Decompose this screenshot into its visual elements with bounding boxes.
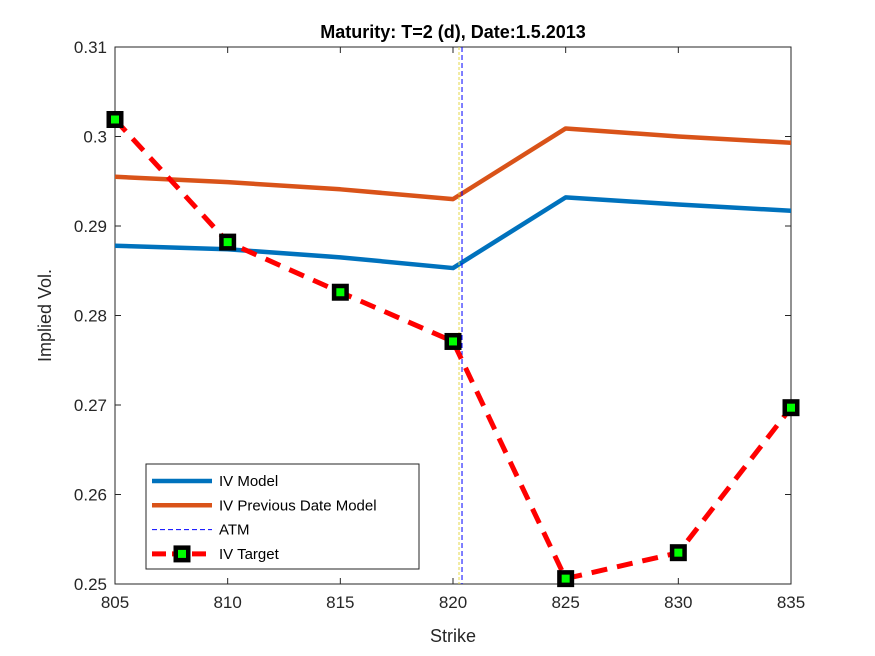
y-tick-label: 0.25 bbox=[74, 575, 107, 594]
y-axis-label: Implied Vol. bbox=[35, 269, 55, 362]
y-tick-label: 0.28 bbox=[74, 307, 107, 326]
target-marker-fill bbox=[223, 238, 232, 247]
target-marker-fill bbox=[787, 403, 795, 412]
x-tick-label: 825 bbox=[551, 593, 579, 612]
x-axis-label: Strike bbox=[430, 626, 476, 646]
target-marker-fill bbox=[561, 574, 570, 583]
x-tick-label: 805 bbox=[101, 593, 129, 612]
legend-box bbox=[145, 463, 420, 570]
legend-marker-fill bbox=[178, 549, 186, 558]
legend-label: ATM bbox=[219, 522, 250, 539]
target-marker-fill bbox=[336, 288, 345, 297]
x-tick-label: 820 bbox=[439, 593, 467, 612]
target-marker-fill bbox=[449, 337, 457, 346]
chart-title: Maturity: T=2 (d), Date:1.5.2013 bbox=[320, 22, 586, 42]
x-tick-label: 810 bbox=[213, 593, 241, 612]
y-tick-label: 0.31 bbox=[74, 38, 107, 57]
legend-label: IV Target bbox=[219, 546, 280, 563]
x-tick-label: 830 bbox=[664, 593, 692, 612]
target-marker-fill bbox=[674, 548, 683, 557]
series-line-0 bbox=[115, 195, 791, 271]
legend: IV Model IV Previous Date Model ATM IV Targ… bbox=[145, 463, 420, 570]
y-tick-label: 0.29 bbox=[74, 217, 107, 236]
x-tick-label: 835 bbox=[777, 593, 805, 612]
series-line-1 bbox=[115, 126, 791, 202]
y-tick-label: 0.3 bbox=[83, 128, 107, 147]
target-marker-fill bbox=[111, 115, 119, 124]
y-tick-label: 0.26 bbox=[74, 486, 107, 505]
plot-area: 805 810 815 820 825 830 835 0.25 0.26 0.27 0.28 0.2… bbox=[74, 38, 805, 612]
x-tick-label: 815 bbox=[326, 593, 354, 612]
legend-label: IV Previous Date Model bbox=[219, 497, 377, 514]
y-tick-label: 0.27 bbox=[74, 396, 107, 415]
legend-label: IV Model bbox=[219, 473, 278, 490]
